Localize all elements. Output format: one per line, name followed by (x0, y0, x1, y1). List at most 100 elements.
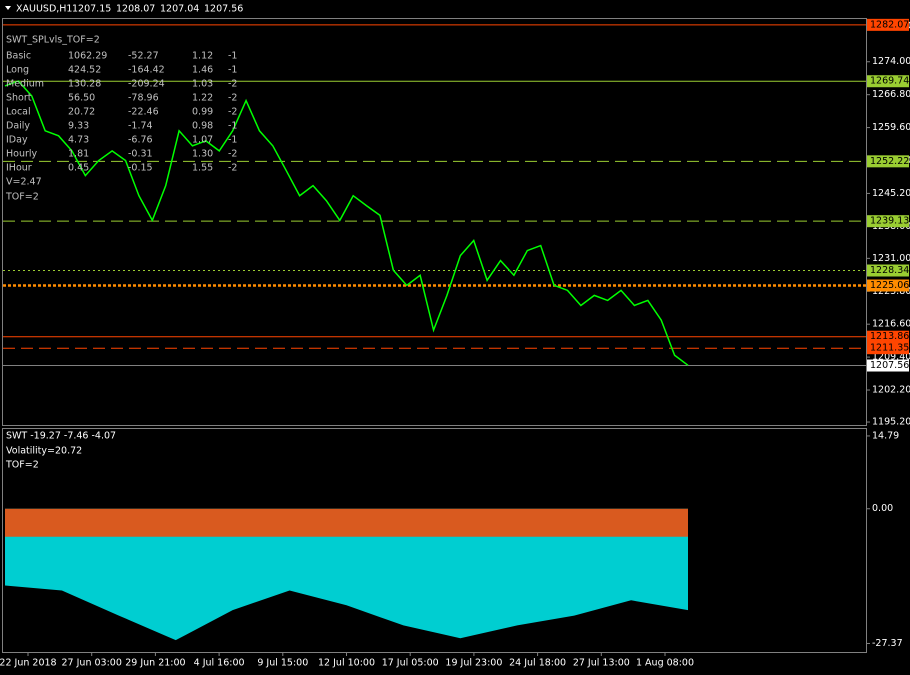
stats-cell: Basic (6, 51, 31, 62)
menu-icon[interactable] (5, 6, 11, 10)
stats-cell: -1 (228, 121, 237, 132)
stats-cell: 1.46 (192, 65, 213, 76)
ohlc-value: 1207.04 (160, 4, 199, 15)
stats-cell: Daily (6, 121, 30, 132)
level-label-box (867, 18, 909, 31)
level-label: 1282.07 (870, 19, 909, 30)
level-label-box (867, 342, 909, 355)
level-label-box (867, 279, 909, 292)
stats-cell: Local (6, 107, 31, 118)
x-tick-label: 1 Aug 08:00 (636, 658, 694, 669)
y-tick-label: 1216.60 (872, 319, 910, 330)
stats-cell: IDay (6, 135, 28, 146)
stats-cell: 1.12 (192, 51, 213, 62)
stats-cell: 1.07 (192, 135, 213, 146)
level-label-box (867, 359, 909, 372)
x-tick-label: 17 Jul 05:00 (382, 658, 439, 669)
x-tick-label: 22 Jun 2018 (0, 658, 57, 669)
ohlc-value: 1207.56 (204, 4, 243, 15)
swt-upper-band (5, 508, 688, 537)
y-tick-label: 1231.00 (872, 253, 910, 264)
symbol: XAUUSD,H1 (16, 4, 72, 15)
stats-cell: -1 (228, 51, 237, 62)
level-label-box (867, 155, 909, 168)
stats-cell: Medium (6, 79, 44, 90)
stats-cell: 0.98 (192, 121, 213, 132)
level-label: 1213.86 (870, 331, 909, 342)
level-label: 1269.74 (870, 76, 909, 87)
y-tick-label: 1259.60 (872, 122, 910, 133)
stats-cell: -78.96 (128, 93, 159, 104)
stats-cell: -0.31 (128, 149, 153, 160)
level-label-box (867, 330, 909, 343)
x-tick-label: 19 Jul 23:00 (445, 658, 502, 669)
stats-tof: TOF=2 (5, 192, 39, 203)
stats-cell: Long (6, 65, 29, 76)
level-label: 1239.13 (870, 216, 909, 227)
stats-cell: -6.76 (128, 135, 153, 146)
stats-cell: 20.72 (68, 107, 95, 118)
level-label-box (867, 75, 909, 88)
stats-cell: 1.03 (192, 79, 213, 90)
y-tick-label: -27.37 (872, 638, 903, 649)
ohlc-value: 1207.15 (72, 4, 111, 15)
stats-cell: -0.15 (128, 163, 153, 174)
ohlc-value: 1208.07 (116, 4, 155, 15)
stats-volatility: V=2.47 (6, 177, 42, 188)
level-label: 1225.06 (870, 280, 909, 291)
stats-cell: 0.45 (68, 163, 89, 174)
y-tick-label: 1266.80 (872, 89, 910, 100)
stats-cell: -1 (228, 135, 237, 146)
y-tick-label: 1245.20 (872, 188, 910, 199)
lower-tof: TOF=2 (5, 460, 39, 471)
stats-cell: Short (6, 93, 32, 104)
price-line (4, 80, 689, 366)
stats-cell: IHour (6, 163, 32, 174)
level-label: 1207.56 (870, 360, 909, 371)
x-tick-label: 29 Jun 21:00 (125, 658, 185, 669)
lower-title: SWT -19.27 -7.46 -4.07 (6, 431, 116, 442)
x-tick-label: 24 Jul 18:00 (509, 658, 566, 669)
level-label: 1252.22 (870, 156, 909, 167)
stats-cell: -52.27 (128, 51, 159, 62)
level-label: 1211.35 (870, 343, 909, 354)
level-label: 1228.34 (870, 265, 909, 276)
stats-cell: 1.22 (192, 93, 213, 104)
stats-cell: 1.55 (192, 163, 213, 174)
stats-cell: -2 (228, 163, 237, 174)
y-tick-label: 1274.00 (872, 56, 910, 67)
stats-cell: -209.24 (128, 79, 165, 90)
stats-cell: 130.28 (68, 79, 101, 90)
x-tick-label: 12 Jul 10:00 (318, 658, 375, 669)
level-label-box (867, 215, 909, 228)
lower-panel (2, 428, 867, 653)
main-panel (2, 18, 867, 426)
stats-cell: -1 (228, 65, 237, 76)
x-tick-label: 27 Jun 03:00 (62, 658, 122, 669)
stats-cell: 56.50 (68, 93, 95, 104)
y-tick-label: 14.79 (872, 430, 899, 441)
stats-cell: 4.73 (68, 135, 89, 146)
stats-cell: -2 (228, 93, 237, 104)
stats-title: SWT_SPLvls_TOF=2 (6, 35, 100, 46)
x-tick-label: 4 Jul 16:00 (194, 658, 245, 669)
stats-cell: 1062.29 (68, 51, 107, 62)
y-tick-label: 1202.20 (872, 385, 910, 396)
y-tick-label: 1209.40 (872, 352, 910, 363)
stats-cell: Hourly (6, 149, 38, 160)
stats-cell: -2 (228, 79, 237, 90)
stats-cell: -1.74 (128, 121, 153, 132)
stats-cell: -164.42 (128, 65, 165, 76)
stats-cell: 424.52 (68, 65, 101, 76)
stats-cell: -22.46 (128, 107, 159, 118)
swt-area (5, 508, 688, 641)
lower-volatility: Volatility=20.72 (6, 446, 82, 457)
stats-cell: -2 (228, 107, 237, 118)
stats-cell: 0.99 (192, 107, 213, 118)
stats-cell: 9.33 (68, 121, 89, 132)
y-tick-label: 0.00 (872, 503, 893, 514)
x-tick-label: 27 Jul 13:00 (573, 658, 630, 669)
x-tick-label: 9 Jul 15:00 (257, 658, 308, 669)
